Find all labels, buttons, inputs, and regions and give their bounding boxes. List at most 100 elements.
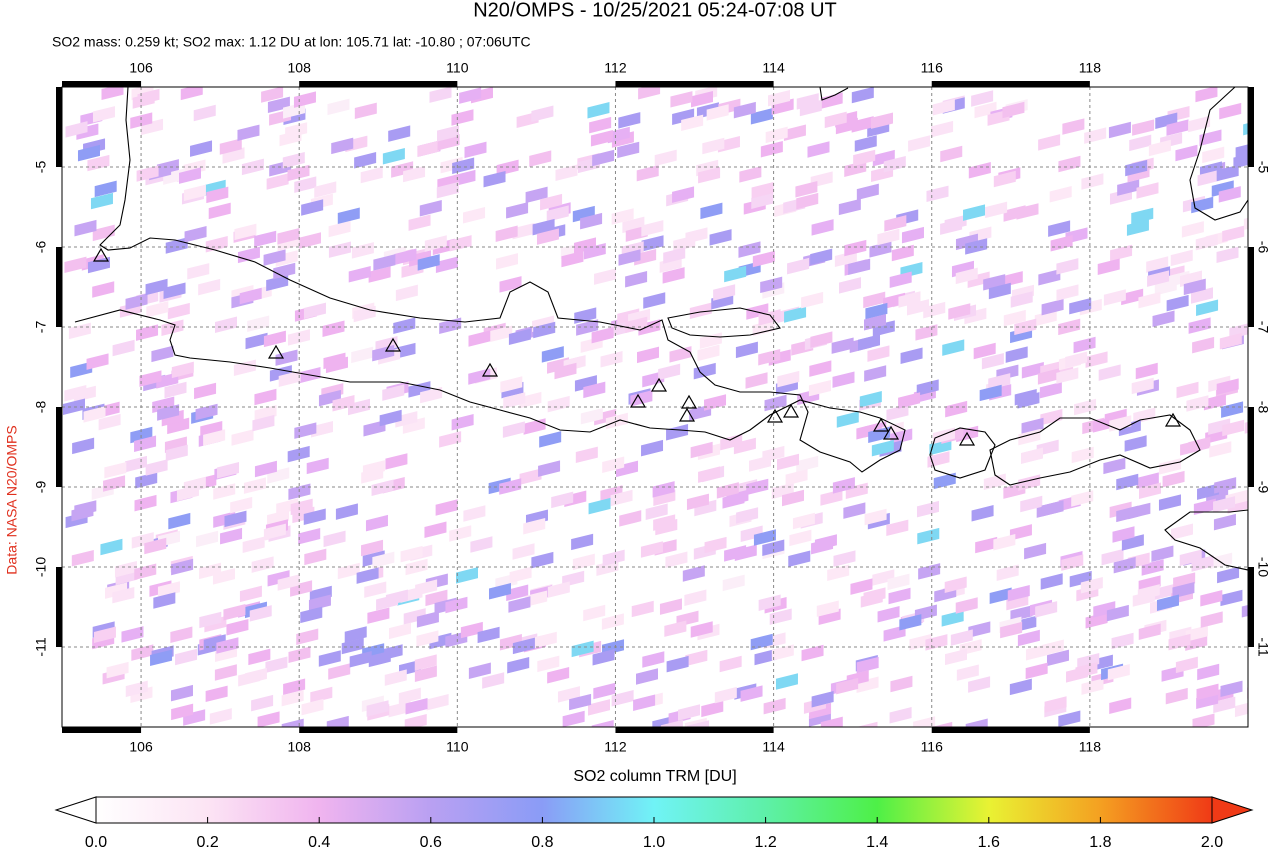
so2-pixel — [1097, 258, 1120, 276]
frame-bar — [1248, 567, 1254, 647]
so2-pixel — [199, 611, 222, 629]
so2-pixel — [689, 302, 712, 320]
so2-pixel — [792, 512, 815, 530]
so2-pixel — [690, 621, 713, 638]
so2-pixel — [955, 267, 978, 285]
so2-pixel — [1069, 297, 1092, 315]
so2-pixel — [933, 472, 956, 490]
so2-pixel — [801, 291, 824, 309]
so2-pixel — [263, 249, 286, 266]
frame-bar — [56, 407, 62, 487]
so2-pixel — [783, 124, 806, 141]
so2-pixel — [1188, 115, 1211, 133]
so2-pixel — [889, 271, 912, 289]
so2-pixel — [379, 409, 402, 427]
volcano — [267, 344, 285, 359]
so2-pixel — [1162, 470, 1185, 488]
so2-pixel — [1192, 336, 1215, 354]
so2-pixel — [382, 384, 405, 401]
so2-pixel — [531, 551, 554, 569]
so2-pixel — [583, 381, 606, 399]
so2-pixel — [455, 567, 478, 584]
so2-pixel — [165, 444, 188, 462]
so2-pixel — [630, 390, 653, 407]
so2-pixel — [1002, 101, 1025, 119]
volcano — [650, 377, 668, 392]
so2-pixel — [888, 587, 911, 605]
so2-pixel — [633, 694, 656, 711]
so2-pixel — [993, 534, 1016, 551]
so2-pixel — [539, 431, 562, 448]
so2-pixel — [328, 220, 351, 238]
so2-pixel — [1010, 605, 1033, 622]
so2-pixel — [890, 428, 913, 445]
so2-pixel — [426, 693, 449, 711]
so2-pixel — [238, 670, 261, 687]
so2-pixel — [385, 589, 408, 606]
so2-pixel — [263, 330, 286, 348]
colorbar-tick-label: 2.0 — [1201, 834, 1223, 851]
so2-pixel — [883, 155, 906, 173]
so2-pixel — [1049, 185, 1072, 203]
so2-pixel — [1048, 220, 1071, 237]
so2-pixel — [1074, 398, 1097, 416]
so2-pixel — [460, 621, 483, 639]
so2-pixel — [931, 120, 954, 138]
so2-pixel — [838, 198, 861, 216]
so2-pixel — [1058, 710, 1081, 727]
x-tick-label: 114 — [762, 60, 785, 76]
volcano — [384, 337, 402, 352]
so2-pixel — [306, 457, 329, 475]
coastlines — [74, 87, 1248, 571]
so2-pixel — [1214, 477, 1237, 494]
so2-pixel — [1131, 207, 1154, 225]
so2-pixel — [832, 371, 855, 388]
so2-pixel — [429, 87, 452, 103]
so2-pixel — [298, 527, 321, 545]
so2-pixel — [1085, 351, 1108, 368]
so2-pixel — [811, 537, 834, 555]
so2-pixel — [660, 719, 683, 727]
y-tick-label: -6 — [33, 241, 49, 254]
so2-pixel — [602, 456, 625, 473]
so2-pixel — [214, 316, 237, 333]
so2-pixel — [415, 579, 438, 596]
so2-pixel — [965, 238, 988, 255]
so2-pixel — [351, 242, 374, 259]
so2-pixel — [589, 116, 612, 134]
so2-pixel — [1216, 378, 1239, 395]
so2-pixel — [547, 666, 570, 684]
so2-pixel — [1020, 495, 1043, 513]
so2-pixel — [100, 538, 123, 556]
so2-pixel — [502, 421, 525, 438]
so2-pixel — [930, 721, 953, 727]
so2-pixel — [580, 407, 603, 425]
so2-pixel — [332, 394, 355, 412]
so2-pixel — [576, 319, 599, 336]
so2-pixel — [161, 319, 184, 337]
so2-pixel — [611, 208, 634, 225]
so2-pixel — [531, 105, 554, 122]
so2-pixel — [1200, 611, 1223, 628]
frame-bar — [1248, 407, 1254, 487]
so2-pixel — [519, 468, 542, 485]
so2-pixel — [602, 549, 625, 567]
so2-pixel — [665, 551, 688, 568]
so2-pixel — [164, 381, 187, 399]
so2-pixel — [139, 370, 162, 387]
so2-pixel — [750, 633, 773, 651]
so2-pixel — [864, 365, 887, 382]
so2-pixel — [733, 437, 756, 455]
so2-pixel — [1202, 146, 1225, 164]
so2-pixel — [1098, 364, 1121, 381]
so2-pixel — [241, 158, 264, 176]
so2-pixel — [923, 301, 946, 319]
so2-pixel — [799, 99, 822, 117]
y-tick-label: -5 — [33, 161, 49, 174]
so2-pixel — [1017, 629, 1040, 647]
so2-pixel — [104, 461, 127, 479]
so2-pixel — [150, 649, 173, 667]
so2-pixel — [1065, 351, 1088, 368]
so2-pixel — [214, 664, 237, 681]
so2-pixel — [112, 586, 135, 604]
